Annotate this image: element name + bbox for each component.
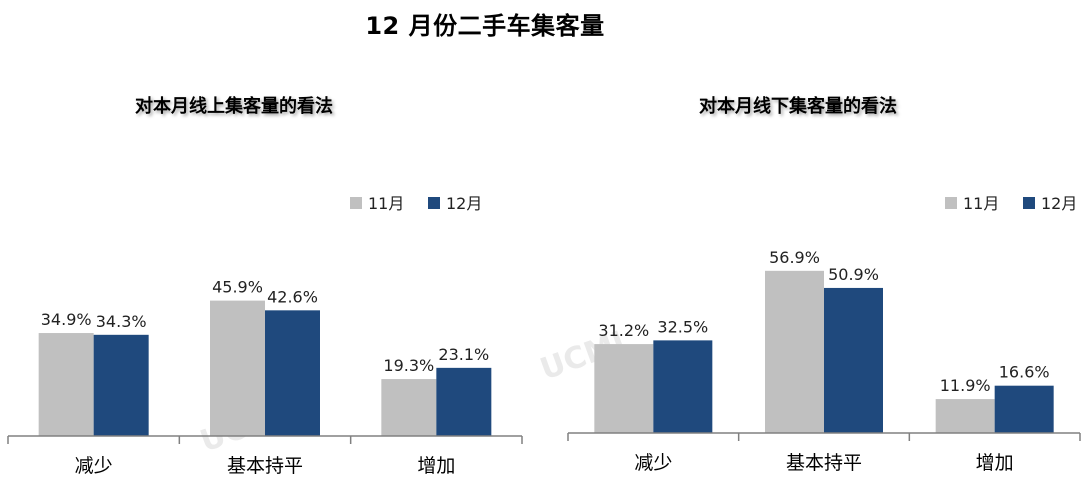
value-label-0-0-1: 45.9% [212, 278, 263, 297]
x-tick-label-1-2: 增加 [976, 452, 1014, 474]
chart-title-offline: 对本月线下集客量的看法 [699, 96, 897, 117]
bar-1-0-1 [765, 270, 824, 433]
value-label-0-0-2: 19.3% [383, 356, 434, 375]
chart-title-online: 对本月线上集客量的看法 [135, 96, 333, 117]
bar-0-1-1 [265, 310, 320, 436]
bar-1-1-1 [824, 287, 883, 433]
x-tick-label-0-1: 基本持平 [227, 455, 303, 477]
legend-label-0-1: 12月 [446, 194, 482, 213]
legend-label-1-0: 11月 [963, 194, 999, 213]
bar-0-0-2 [381, 379, 437, 436]
legend-swatch-1-0 [945, 197, 957, 209]
value-label-1-1-2: 16.6% [999, 363, 1050, 382]
value-label-0-1-1: 42.6% [267, 287, 318, 306]
value-label-1-0-2: 11.9% [940, 376, 991, 395]
value-label-1-0-1: 56.9% [769, 248, 820, 267]
bar-0-0-1 [210, 300, 265, 436]
value-label-0-1-2: 23.1% [438, 345, 489, 364]
bar-1-0-0 [594, 344, 654, 433]
value-label-0-1-0: 34.3% [96, 312, 147, 331]
bar-1-1-2 [994, 385, 1054, 433]
value-label-1-0-0: 31.2% [598, 321, 649, 340]
x-tick-label-1-0: 减少 [634, 452, 672, 474]
bar-0-1-0 [93, 334, 149, 436]
x-tick-label-1-1: 基本持平 [786, 452, 862, 474]
legend-swatch-0-0 [350, 197, 362, 209]
value-label-0-0-0: 34.9% [41, 310, 92, 329]
value-label-1-1-0: 32.5% [657, 317, 708, 336]
value-label-1-1-1: 50.9% [828, 265, 879, 284]
x-tick-label-0-2: 增加 [417, 455, 455, 477]
legend-label-0-0: 11月 [368, 194, 404, 213]
legend-swatch-0-1 [428, 197, 440, 209]
bar-1-0-2 [935, 399, 995, 433]
x-tick-label-0-0: 减少 [75, 455, 113, 477]
bar-1-1-0 [653, 340, 713, 433]
bar-0-0-0 [38, 333, 94, 436]
legend-swatch-1-1 [1023, 197, 1035, 209]
page-title: 12 月份二手车集客量 [365, 12, 605, 40]
bar-0-1-2 [436, 367, 492, 436]
legend-label-1-1: 12月 [1041, 194, 1077, 213]
